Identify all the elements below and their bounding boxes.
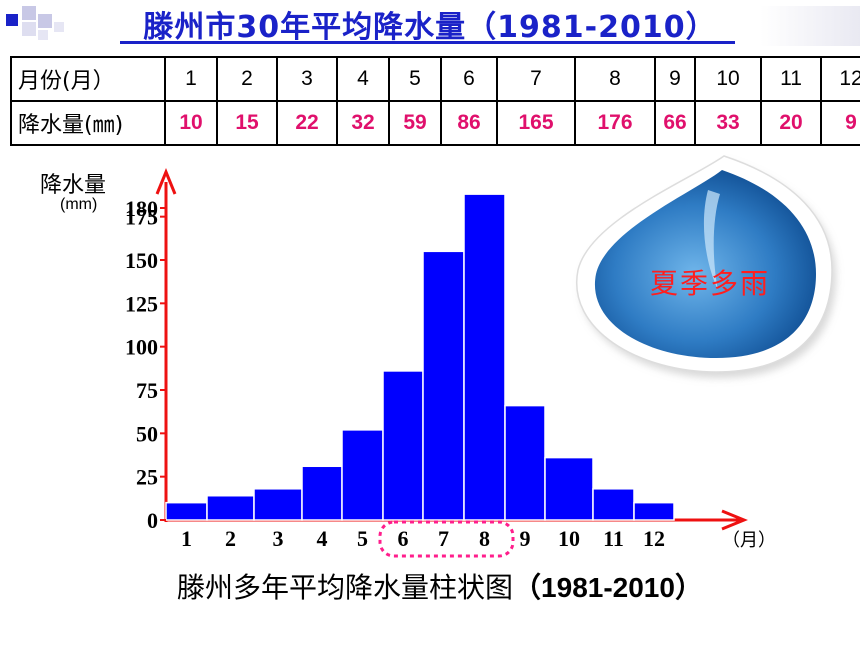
- x-tick-label: 10: [558, 526, 580, 551]
- bar: [544, 456, 594, 521]
- rainfall-cell: 20: [760, 100, 822, 146]
- y-tick-label: 50: [136, 421, 158, 446]
- rainfall-cell: 22: [276, 100, 338, 146]
- x-tick-label: 3: [273, 526, 284, 551]
- x-tick-label: 11: [603, 526, 624, 551]
- chart-caption-main: 滕州多年平均降水量柱状图: [177, 571, 514, 604]
- month-cell: 5: [388, 56, 442, 102]
- rainfall-cell: 32: [336, 100, 390, 146]
- x-tick-label: 12: [643, 526, 665, 551]
- y-tick-label: 100: [125, 335, 158, 360]
- callout-text: 夏季多雨: [649, 267, 770, 300]
- y-tick-label: 75: [136, 378, 158, 403]
- month-cell: 3: [276, 56, 338, 102]
- summer-highlight-outline: [378, 520, 515, 558]
- y-tick-label: 180: [125, 196, 158, 221]
- x-tick-label: 7: [438, 526, 449, 551]
- x-tick-label: 4: [317, 526, 328, 551]
- rainfall-cell: 33: [694, 100, 762, 146]
- y-axis-arrow: [155, 168, 177, 195]
- x-tick-label: 5: [357, 526, 368, 551]
- month-cell: 8: [574, 56, 656, 102]
- title-underline: [120, 41, 735, 44]
- rainfall-header: 降水量(㎜): [10, 100, 166, 146]
- y-tick-label: 0: [147, 508, 158, 533]
- x-ticks: 1 2 3 4 5 6 7 8 9 10 11 12: [181, 526, 665, 551]
- x-tick-label: 8: [479, 526, 490, 551]
- chart-caption-years: （1981-2010）: [513, 572, 703, 603]
- x-axis-arrow: [721, 509, 748, 531]
- y-tick-label: 125: [125, 291, 158, 316]
- rainfall-cell: 165: [496, 100, 576, 146]
- bar: [504, 404, 546, 521]
- x-tick-label: 1: [181, 526, 192, 551]
- bar: [253, 488, 303, 521]
- bar: [463, 193, 506, 521]
- x-axis-unit: （月）: [722, 530, 776, 551]
- rainfall-table: 月份(月） 1 2 3 4 5 6 7 8 9 10 11 12 降水量(㎜) …: [10, 56, 860, 146]
- rainfall-cell: 59: [388, 100, 442, 146]
- page-title: 滕州市30年平均降水量（1981-2010）: [143, 10, 717, 45]
- bar: [382, 370, 424, 521]
- y-axis-unit: (mm): [60, 196, 98, 213]
- x-tick-label: 6: [398, 526, 409, 551]
- bar: [341, 429, 384, 521]
- y-tick-label: 25: [136, 465, 158, 490]
- bar: [633, 501, 675, 521]
- bar: [301, 465, 343, 521]
- month-cell: 6: [440, 56, 498, 102]
- month-cell: 4: [336, 56, 390, 102]
- rainfall-row: 降水量(㎜) 10 15 22 32 59 86 165 176 66 33 2…: [10, 100, 860, 146]
- month-cell: 12: [820, 56, 860, 102]
- header-gradient: [760, 6, 860, 46]
- month-cell: 2: [216, 56, 278, 102]
- water-drop-icon: [575, 155, 836, 378]
- rainfall-cell: 66: [654, 100, 696, 146]
- rainfall-cell: 10: [164, 100, 218, 146]
- month-cell: 1: [164, 56, 218, 102]
- bar: [422, 250, 465, 521]
- month-cell: 10: [694, 56, 762, 102]
- rainfall-cell: 176: [574, 100, 656, 146]
- bar: [206, 494, 255, 521]
- x-tick-label: 9: [520, 526, 531, 551]
- month-cell: 7: [496, 56, 576, 102]
- month-header: 月份(月）: [10, 56, 166, 102]
- bar: [165, 501, 208, 521]
- summer-highlight: [378, 520, 515, 558]
- bars: [165, 193, 675, 521]
- y-tick-label: 150: [125, 248, 158, 273]
- month-row: 月份(月） 1 2 3 4 5 6 7 8 9 10 11 12: [10, 56, 860, 102]
- x-tick-label: 2: [225, 526, 236, 551]
- month-cell: 11: [760, 56, 822, 102]
- bar: [592, 488, 635, 521]
- y-tick-label: 175: [125, 205, 158, 230]
- corner-decoration: [6, 6, 64, 40]
- rainfall-cell: 86: [440, 100, 498, 146]
- y-axis-label: 降水量: [40, 173, 107, 198]
- month-cell: 9: [654, 56, 696, 102]
- chart-caption: 滕州多年平均降水量柱状图（1981-2010）: [0, 566, 860, 606]
- rainfall-cell: 15: [216, 100, 278, 146]
- rainfall-cell: 9: [820, 100, 860, 146]
